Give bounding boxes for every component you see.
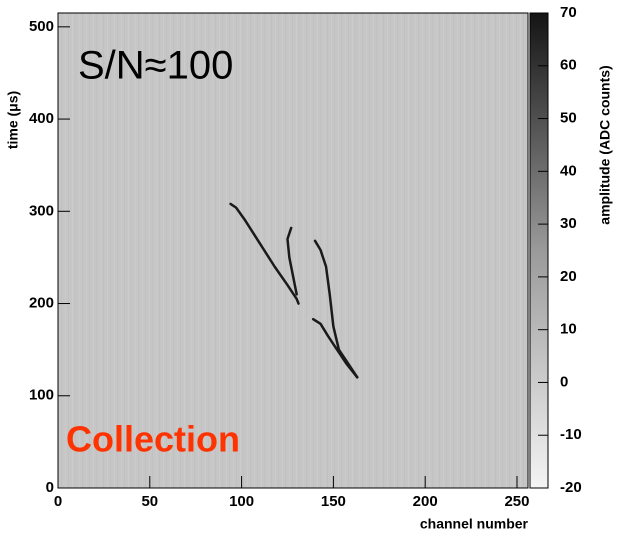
z-tick-label: 70: [560, 4, 577, 21]
track: [229, 202, 300, 305]
track: [286, 226, 298, 296]
y-tick-label: 100: [29, 387, 54, 404]
x-tick-label: 50: [141, 493, 158, 510]
z-tick-label: 50: [560, 110, 577, 127]
color-bar: [529, 12, 549, 489]
z-tick-label: -20: [560, 479, 582, 496]
y-tick-label: 500: [29, 18, 54, 35]
track: [313, 239, 359, 379]
annotation: S/N≈100: [78, 44, 233, 88]
x-tick-label: 150: [321, 493, 346, 510]
x-tick-label: 0: [54, 493, 62, 510]
x-tick-label: 100: [229, 493, 254, 510]
y-tick-label: 200: [29, 295, 54, 312]
y-axis-title: time (μs): [5, 91, 21, 149]
z-tick-label: 20: [560, 268, 577, 285]
y-tick-label: 300: [29, 202, 54, 219]
annotation: Collection: [66, 419, 240, 460]
z-axis-title: amplitude (ADC counts): [597, 65, 613, 224]
z-tick-label: -10: [560, 426, 582, 443]
x-tick-label: 200: [413, 493, 438, 510]
y-tick-label: 400: [29, 110, 54, 127]
z-tick-label: 10: [560, 321, 577, 338]
z-tick-label: 30: [560, 215, 577, 232]
plot-background: [58, 13, 528, 488]
z-tick-label: 0: [560, 373, 568, 390]
plot-frame: [57, 12, 529, 489]
track: [311, 317, 359, 379]
z-tick-label: 60: [560, 57, 577, 74]
x-axis-title: channel number: [420, 516, 529, 532]
x-tick-label: 250: [504, 493, 529, 510]
z-tick-label: 40: [560, 162, 577, 179]
y-tick-label: 0: [46, 479, 54, 496]
